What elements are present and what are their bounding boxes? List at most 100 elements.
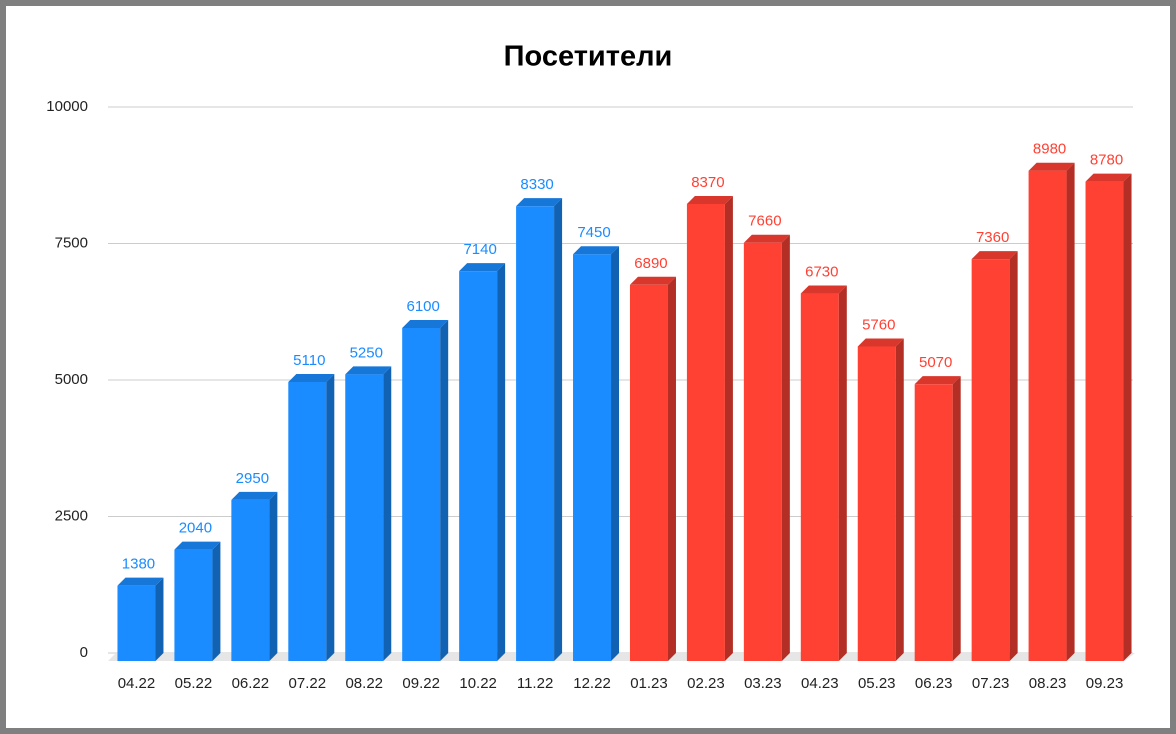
bar-front: [288, 381, 327, 661]
data-label: 5070: [919, 354, 952, 371]
x-tick-label: 09.22: [402, 675, 440, 692]
bar-top: [743, 234, 790, 243]
bar-top: [686, 195, 733, 204]
bar: [117, 577, 164, 661]
bar-side: [838, 285, 847, 661]
y-tick-label: 10000: [46, 98, 88, 115]
bar: [914, 376, 961, 661]
data-label: 7450: [577, 224, 610, 241]
data-label: 6730: [805, 264, 838, 281]
bar-front: [573, 254, 612, 662]
data-label: 7140: [463, 241, 496, 258]
bar-front: [1085, 181, 1124, 661]
bar-side: [895, 338, 904, 661]
bar-top: [971, 251, 1018, 260]
x-tick-label: 01.23: [630, 675, 668, 692]
data-label: 6100: [407, 298, 440, 315]
bar: [686, 195, 733, 662]
bar-front: [117, 585, 156, 661]
data-label: 7360: [976, 229, 1009, 246]
bar-front: [971, 259, 1010, 661]
bar-side: [1009, 251, 1018, 662]
y-tick-label: 5000: [55, 371, 88, 388]
x-tick-label: 04.22: [118, 675, 156, 692]
bar-front: [459, 271, 498, 661]
bar-side: [554, 198, 563, 661]
data-label: 2950: [236, 470, 269, 487]
bar-top: [231, 491, 278, 500]
bar-side: [611, 246, 620, 662]
bar-front: [686, 203, 725, 662]
bar: [573, 246, 620, 662]
x-tick-label: 08.22: [345, 675, 383, 692]
y-tick-label: 7500: [55, 234, 88, 251]
x-tick-label: 03.23: [744, 675, 782, 692]
data-label: 8780: [1090, 152, 1123, 169]
x-tick-label: 06.22: [232, 675, 270, 692]
bar-top: [174, 541, 221, 550]
bar: [459, 263, 506, 661]
x-tick-label: 07.22: [289, 675, 327, 692]
bar-front: [1028, 170, 1067, 661]
bar: [345, 366, 392, 661]
data-label: 5760: [862, 316, 895, 333]
bar-side: [269, 491, 278, 661]
x-tick-label: 09.23: [1086, 675, 1124, 692]
data-label: 7660: [748, 213, 781, 230]
data-label: 1380: [122, 556, 155, 573]
bar: [231, 491, 278, 661]
data-label: 5110: [293, 352, 325, 369]
bar-top: [573, 246, 620, 255]
bar: [402, 319, 449, 661]
bar: [743, 234, 790, 661]
bar-side: [497, 263, 506, 661]
bar-top: [914, 376, 961, 385]
bar-top: [1085, 173, 1132, 182]
data-label: 6890: [634, 255, 667, 272]
bar-side: [781, 234, 790, 661]
bar-front: [516, 206, 555, 661]
x-tick-label: 08.23: [1029, 675, 1067, 692]
data-label: 2040: [179, 520, 212, 537]
bar-side: [1123, 173, 1132, 661]
bar-front: [402, 327, 441, 661]
y-tick-label: 0: [80, 644, 88, 661]
bar-front: [345, 374, 384, 661]
bar: [516, 198, 563, 661]
bar-side: [440, 319, 449, 661]
bar-side: [667, 276, 676, 661]
x-tick-label: 11.22: [517, 675, 553, 692]
bar-top: [345, 366, 392, 375]
data-label: 5250: [350, 344, 383, 361]
bar-top: [402, 319, 449, 328]
bar-side: [155, 577, 164, 661]
bar-side: [326, 373, 335, 661]
y-tick-label: 2500: [55, 507, 88, 524]
bar: [857, 338, 904, 661]
bar-top: [117, 577, 164, 586]
bar-top: [516, 198, 563, 207]
bar-front: [914, 384, 953, 661]
bar-side: [1066, 162, 1075, 661]
bar: [1028, 162, 1075, 661]
x-tick-label: 12.22: [573, 675, 611, 692]
bar-front: [857, 346, 896, 661]
bar-side: [724, 195, 733, 662]
bar: [629, 276, 676, 661]
bar: [800, 285, 847, 661]
bar-side: [383, 366, 392, 661]
bar-top: [800, 285, 847, 294]
bar: [1085, 173, 1132, 661]
bar-top: [1028, 162, 1075, 171]
bar-front: [743, 242, 782, 661]
bar: [174, 541, 221, 661]
bar-front: [800, 293, 839, 661]
x-tick-label: 05.22: [175, 675, 213, 692]
bar-top: [459, 263, 506, 272]
bar-front: [174, 549, 213, 661]
bar-side: [212, 541, 221, 661]
x-tick-label: 10.22: [459, 675, 497, 692]
x-tick-label: 06.23: [915, 675, 953, 692]
bar-top: [288, 373, 335, 382]
